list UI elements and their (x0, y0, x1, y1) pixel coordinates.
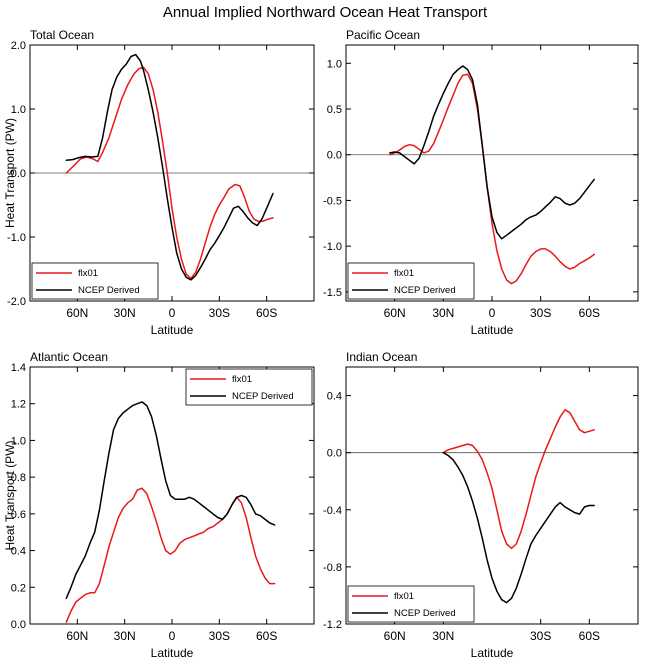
x-tick-label: 60S (256, 629, 277, 643)
x-tick-label: 0 (489, 306, 496, 320)
y-tick-label: 2.0 (11, 40, 26, 52)
y-tick-label: 1.2 (11, 399, 26, 411)
legend-label: flx01 (78, 268, 98, 279)
x-tick-label: 30N (114, 629, 136, 643)
y-tick-label: 0.6 (11, 509, 26, 521)
y-tick-label: -0.5 (323, 195, 342, 207)
legend-label: NCEP Derived (78, 285, 140, 296)
y-tick-label: -0.4 (323, 505, 342, 517)
y-tick-label: -1.0 (7, 232, 26, 244)
y-tick-label: 0.0 (11, 168, 26, 180)
figure-title: Annual Implied Northward Ocean Heat Tran… (163, 4, 488, 21)
legend-label: flx01 (232, 374, 252, 385)
y-tick-label: 0.2 (11, 582, 26, 594)
ncep-derived-series-line (65, 53, 274, 281)
y-tick-label: 0.0 (327, 150, 342, 162)
legend: flx01 NCEP Derived (347, 585, 475, 623)
x-tick-label: 30S (530, 629, 551, 643)
x-tick-label: 30N (432, 629, 454, 643)
plot-frame (29, 366, 315, 625)
y-tick-label: 0.5 (327, 104, 342, 116)
y-tick-label: 0.0 (327, 448, 342, 460)
y-tick-label: 1.0 (11, 435, 26, 447)
x-tick-label: 30N (114, 306, 136, 320)
legend-box (347, 262, 475, 300)
panel-title: Pacific Ocean (346, 28, 420, 42)
ncep-derived-series-line (65, 401, 276, 600)
x-axis-label: Latitude (471, 323, 514, 337)
y-tick-label: 1.0 (327, 58, 342, 70)
legend-box (347, 585, 475, 623)
x-tick-label: 60N (384, 306, 406, 320)
y-tick-label: 0.0 (11, 619, 26, 631)
x-tick-label: 30S (530, 306, 551, 320)
x-tick-label: 60N (66, 629, 88, 643)
legend: flx01 NCEP Derived (31, 262, 159, 300)
x-tick-label: 30S (209, 306, 230, 320)
plot-frame (345, 366, 639, 625)
x-tick-label: 60S (579, 306, 600, 320)
legend: flx01 NCEP Derived (347, 262, 475, 300)
flx01-series-line (389, 73, 595, 285)
legend-box (185, 368, 313, 406)
legend-label: NCEP Derived (394, 608, 456, 619)
x-tick-label: 60N (66, 306, 88, 320)
panel-title: Total Ocean (30, 28, 94, 42)
chart-panels: -2.0 -1.0 0.0 1.0 2.0 60N 30N 0 30S 60S Total Ocea… (3, 28, 639, 660)
legend-label: NCEP Derived (394, 285, 456, 296)
x-tick-label: 0 (169, 306, 176, 320)
panel-title: Atlantic Ocean (30, 350, 108, 364)
y-tick-label: 0.8 (11, 472, 26, 484)
x-axis-label: Latitude (151, 323, 194, 337)
y-tick-label: -1.2 (323, 619, 342, 631)
x-tick-label: 30S (209, 629, 230, 643)
y-tick-label: -2.0 (7, 296, 26, 308)
legend-box (31, 262, 159, 300)
panel-title: Indian Ocean (346, 350, 417, 364)
atlantic-panel: 0.0 0.2 0.4 0.6 0.8 1.0 1.2 1.4 60N 30N 0 30S 60S Atl… (3, 350, 315, 660)
flx01-series-line (442, 409, 595, 550)
flx01-series-line (65, 487, 276, 623)
x-tick-label: 60N (384, 629, 406, 643)
indian-panel: -1.2 -0.8 -0.4 0.0 0.4 60N 30N 30S 60S Indian Oce… (323, 350, 639, 660)
x-tick-label: 60S (579, 629, 600, 643)
x-axis-label: Latitude (471, 646, 514, 660)
x-tick-label: 30N (432, 306, 454, 320)
flx01-series-line (65, 66, 274, 280)
y-axis-label: Heat Transport (PW) (3, 118, 17, 228)
legend: flx01 NCEP Derived (185, 368, 313, 406)
total-panel: -2.0 -1.0 0.0 1.0 2.0 60N 30N 0 30S 60S Total Ocea… (3, 28, 315, 337)
y-tick-label: 0.4 (327, 391, 342, 403)
legend-label: NCEP Derived (232, 391, 294, 402)
y-axis-label: Heat Transport (PW) (3, 440, 17, 550)
y-tick-label: 1.4 (11, 362, 26, 374)
x-tick-label: 60S (256, 306, 277, 320)
y-tick-label: -1.5 (323, 287, 342, 299)
legend-label: flx01 (394, 268, 414, 279)
pacific-panel: -1.5 -1.0 -0.5 0.0 0.5 1.0 60N 30N 0 30S 60S Pacifi… (323, 28, 639, 337)
x-tick-label: 0 (169, 629, 176, 643)
y-tick-label: 0.4 (11, 546, 26, 558)
ncep-derived-series-line (389, 65, 595, 240)
y-tick-label: -0.8 (323, 562, 342, 574)
y-tick-label: 1.0 (11, 104, 26, 116)
legend-label: flx01 (394, 591, 414, 602)
ncep-derived-series-line (442, 451, 595, 604)
x-axis-label: Latitude (151, 646, 194, 660)
y-tick-label: -1.0 (323, 241, 342, 253)
